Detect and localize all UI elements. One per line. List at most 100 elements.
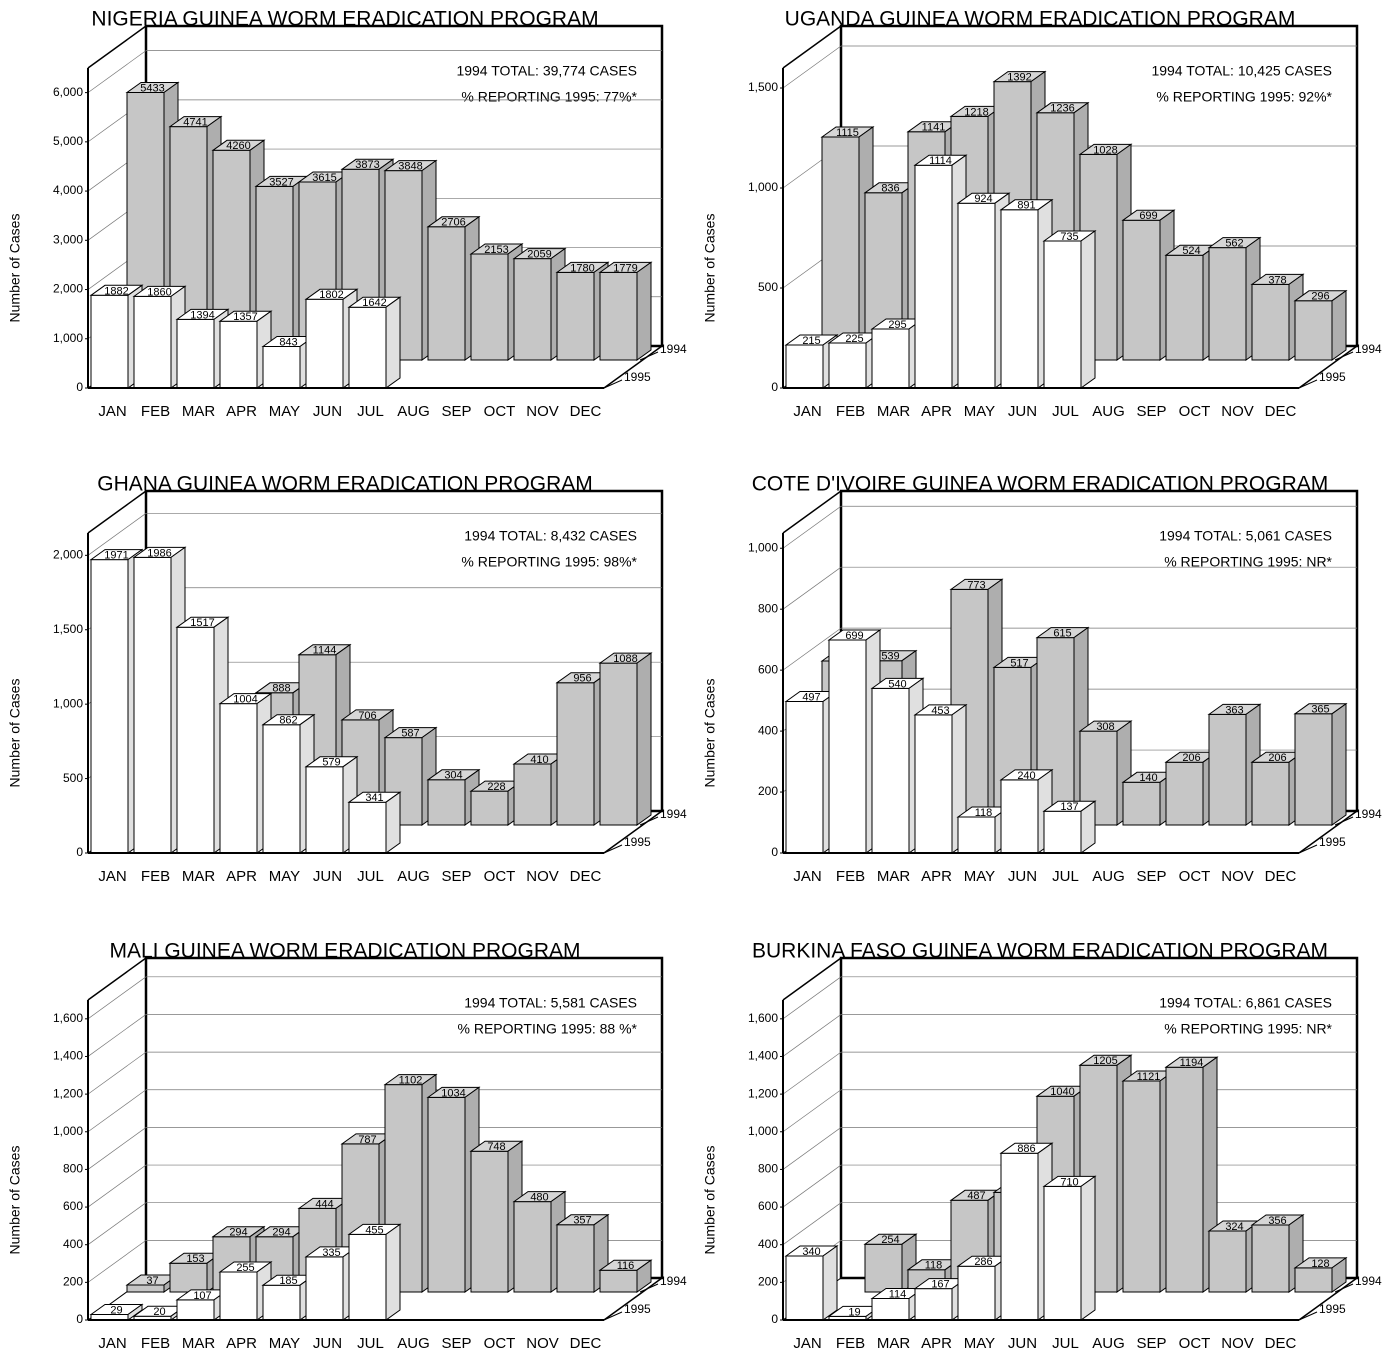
value-label: 699 <box>1139 210 1157 222</box>
x-tick-label: DEC <box>570 868 602 885</box>
y-tick-label: 400 <box>758 723 778 737</box>
value-label: 862 <box>279 715 297 727</box>
x-tick-label: JAN <box>793 868 821 885</box>
value-label: 19 <box>848 1306 860 1318</box>
value-label: 1642 <box>362 297 386 309</box>
bar <box>827 332 882 389</box>
value-label: 324 <box>1225 1221 1243 1233</box>
y-tick-label: 2,000 <box>53 547 83 561</box>
y-axis-label: Number of Cases <box>702 1146 718 1255</box>
y-tick-label: 400 <box>63 1237 83 1251</box>
series-label: 1994 <box>660 1274 687 1288</box>
bar-front <box>305 766 344 854</box>
x-tick-label: FEB <box>836 868 865 885</box>
bar-front <box>1294 300 1333 361</box>
bar-front <box>556 682 595 826</box>
x-tick-label: AUG <box>1092 868 1125 885</box>
side-top <box>87 957 147 1001</box>
value-label: 487 <box>967 1190 985 1202</box>
y-tick-label: 0 <box>76 845 83 859</box>
value-label: 1121 <box>1137 1071 1161 1083</box>
x-tick-label: MAY <box>964 1335 995 1352</box>
side-grid-line <box>782 1089 842 1133</box>
side-grid-line <box>782 1014 842 1057</box>
bar-front <box>470 1150 509 1293</box>
floor-right <box>1298 810 1358 854</box>
value-label: 2153 <box>484 244 508 256</box>
bar-front <box>219 703 258 854</box>
series-label: 1995 <box>1319 835 1346 849</box>
x-tick-label: MAR <box>182 868 216 885</box>
value-label: 924 <box>974 193 992 205</box>
y-tick-label: 500 <box>63 771 83 785</box>
floor-right <box>603 1277 663 1321</box>
value-label: 20 <box>153 1306 165 1318</box>
bar-front <box>90 294 129 389</box>
bar <box>1042 230 1097 389</box>
side-top <box>782 957 842 1001</box>
bar-front <box>828 639 867 854</box>
bar-front <box>864 1243 903 1293</box>
value-label: 1357 <box>233 311 257 323</box>
x-tick-label: JUL <box>357 1335 384 1352</box>
y-tick-label: 1,600 <box>53 1011 83 1025</box>
value-label: 304 <box>444 770 462 782</box>
bar-front <box>513 763 552 826</box>
value-label: 185 <box>279 1275 297 1287</box>
series-label: 1995 <box>624 1302 651 1316</box>
x-tick-label: JAN <box>98 1335 126 1352</box>
x-tick-label: JAN <box>793 1335 821 1352</box>
floor-right <box>603 345 663 389</box>
bar-side <box>385 791 401 854</box>
x-tick-label: DEC <box>570 403 602 420</box>
bar-front <box>1294 1267 1333 1293</box>
side-grid-line <box>87 1051 147 1095</box>
bar-front <box>348 306 387 389</box>
value-label: 886 <box>1017 1143 1035 1155</box>
x-tick-label: MAR <box>182 1335 216 1352</box>
x-tick-label: AUG <box>1092 403 1125 420</box>
bar <box>913 1277 968 1321</box>
x-tick-label: DEC <box>1265 1335 1297 1352</box>
x-tick-label: OCT <box>484 1335 516 1352</box>
x-tick-label: FEB <box>836 1335 865 1352</box>
bar-front <box>1208 713 1247 826</box>
y-tick-label: 0 <box>76 380 83 394</box>
x-tick-label: JUL <box>357 403 384 420</box>
value-label: 1102 <box>399 1074 423 1086</box>
x-tick-label: JAN <box>98 403 126 420</box>
value-label: 1517 <box>190 617 214 629</box>
bar-front <box>90 559 129 854</box>
value-label: 286 <box>974 1256 992 1268</box>
value-label: 773 <box>967 579 985 591</box>
x-tick-label: JAN <box>98 868 126 885</box>
value-label: 455 <box>365 1224 383 1236</box>
y-tick-label: 3,000 <box>53 232 83 246</box>
value-label: 341 <box>365 792 383 804</box>
bar-front <box>1165 254 1204 361</box>
bar-front <box>957 1265 996 1321</box>
x-tick-label: APR <box>226 868 257 885</box>
bar-front <box>914 1288 953 1321</box>
x-tick-label: NOV <box>526 1335 559 1352</box>
x-tick-label: APR <box>921 868 952 885</box>
value-label: 363 <box>1225 704 1243 716</box>
bar-front <box>470 790 509 826</box>
bar <box>347 296 402 389</box>
y-tick-label: 6,000 <box>53 85 83 99</box>
value-label: 1040 <box>1050 1086 1074 1098</box>
value-label: 2059 <box>527 249 551 261</box>
bar-front <box>133 295 172 389</box>
value-label: 116 <box>617 1260 635 1272</box>
bar-front <box>427 226 466 361</box>
x-tick-label: OCT <box>1179 1335 1211 1352</box>
x-tick-label: AUG <box>397 1335 430 1352</box>
bar-side <box>1080 800 1096 854</box>
x-tick-label: NOV <box>1221 1335 1254 1352</box>
x-tick-label: JUN <box>313 1335 342 1352</box>
value-label: 497 <box>802 691 820 703</box>
side-grid-line <box>87 976 147 1020</box>
bar <box>89 284 144 389</box>
x-tick-label: APR <box>921 1335 952 1352</box>
y-tick-label: 1,000 <box>748 540 778 554</box>
